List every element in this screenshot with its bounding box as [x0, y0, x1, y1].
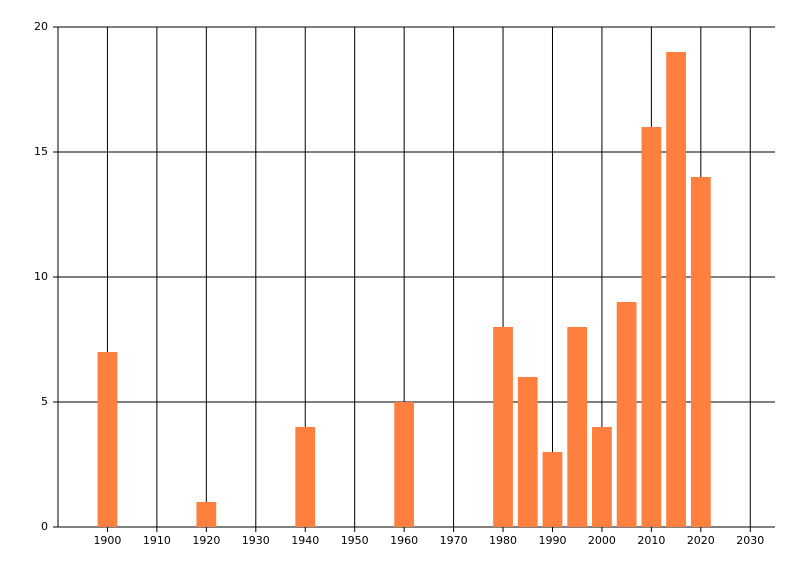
y-tick-label: 15 [34, 145, 48, 158]
x-tick-label: 1980 [489, 534, 517, 547]
x-tick-label: 2030 [736, 534, 764, 547]
bar [616, 302, 637, 527]
y-tick-label: 5 [41, 395, 48, 408]
bar [666, 52, 686, 527]
y-tick-label: 0 [41, 520, 48, 533]
x-tick-label: 2020 [687, 534, 715, 547]
x-tick-label: 1910 [143, 534, 171, 547]
bar [394, 402, 415, 527]
bar [97, 352, 118, 527]
x-tick-label: 1970 [440, 534, 468, 547]
y-tick-label: 10 [34, 270, 48, 283]
x-tick-label: 1920 [192, 534, 220, 547]
y-tick-label: 20 [34, 20, 48, 33]
x-tick-label: 1930 [242, 534, 270, 547]
x-tick-label: 1990 [538, 534, 566, 547]
x-tick-label: 2000 [588, 534, 616, 547]
bar [592, 427, 612, 527]
bar [567, 327, 588, 527]
bar [295, 427, 316, 527]
x-tick-label: 1950 [341, 534, 369, 547]
bar [690, 177, 711, 527]
bar [493, 327, 513, 527]
x-tick-label: 1940 [291, 534, 319, 547]
bar [517, 377, 538, 527]
x-tick-label: 1900 [93, 534, 121, 547]
x-tick-label: 1960 [390, 534, 418, 547]
bar [641, 127, 662, 527]
bar [542, 452, 563, 527]
x-tick-label: 2010 [637, 534, 665, 547]
bar [196, 502, 217, 527]
